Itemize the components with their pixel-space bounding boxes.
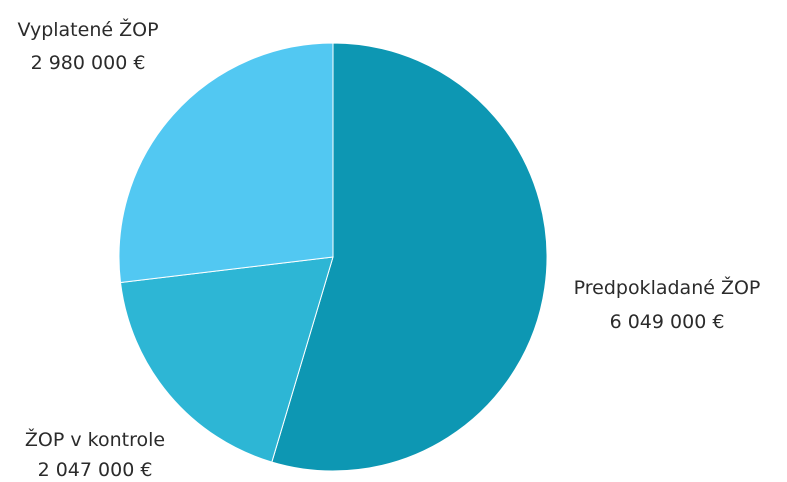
pie-slice-vyplatene [119,43,333,283]
slice-label-predpokladane: Predpokladané ŽOP [574,276,761,299]
slice-value-vyplatene: 2 980 000 € [31,52,146,74]
slice-label-kontrola: ŽOP v kontrole [25,428,165,451]
slice-value-predpokladane: 6 049 000 € [610,311,725,333]
pie-slices [119,43,547,471]
slice-value-kontrola: 2 047 000 € [38,459,153,481]
slice-label-vyplatene: Vyplatené ŽOP [17,18,158,41]
